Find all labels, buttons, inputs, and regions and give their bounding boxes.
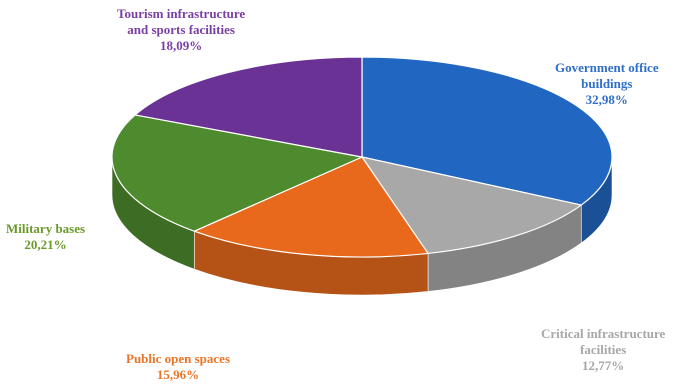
slice-label-government-office-buildings: Government office buildings 32,98% bbox=[555, 60, 659, 108]
slice-label-line: and sports facilities bbox=[127, 22, 235, 37]
slice-value-label: 20,21% bbox=[24, 237, 67, 252]
slice-value-label: 32,98% bbox=[585, 92, 628, 107]
slice-military-bases bbox=[111, 114, 363, 232]
slice-label-line: Public open spaces bbox=[126, 351, 231, 366]
slice-label-line: Tourism infrastructure bbox=[117, 6, 246, 21]
slice-label-public-open-spaces: Public open spaces 15,96% bbox=[126, 351, 230, 383]
slice-value-label: 15,96% bbox=[156, 367, 200, 382]
slice-tourism-infrastructure-and-sports-facilities bbox=[134, 56, 363, 158]
slice-public-open-spaces bbox=[193, 156, 429, 258]
slice-label-line: Military bases bbox=[6, 221, 86, 236]
slice-label-tourism-infrastructure-sports-facilities: Tourism infrastructure and sports facili… bbox=[117, 6, 245, 54]
slice-label-line: Government office bbox=[555, 60, 659, 75]
slice-value-label: 18,09% bbox=[159, 38, 203, 53]
slice-label-line: buildings bbox=[581, 76, 633, 91]
slice-label-line: Critical infrastructure bbox=[541, 326, 666, 341]
slice-label-military-bases: Military bases 20,21% bbox=[6, 221, 85, 253]
slice-value-label: 12,77% bbox=[582, 358, 625, 373]
slice-critical-infrastructure-facilities bbox=[361, 156, 582, 255]
slice-government-office-buildings bbox=[361, 56, 613, 206]
slice-label-critical-infrastructure-facilities: Critical infrastructure facilities 12,77… bbox=[541, 326, 665, 374]
slice-label-line: facilities bbox=[580, 342, 627, 357]
